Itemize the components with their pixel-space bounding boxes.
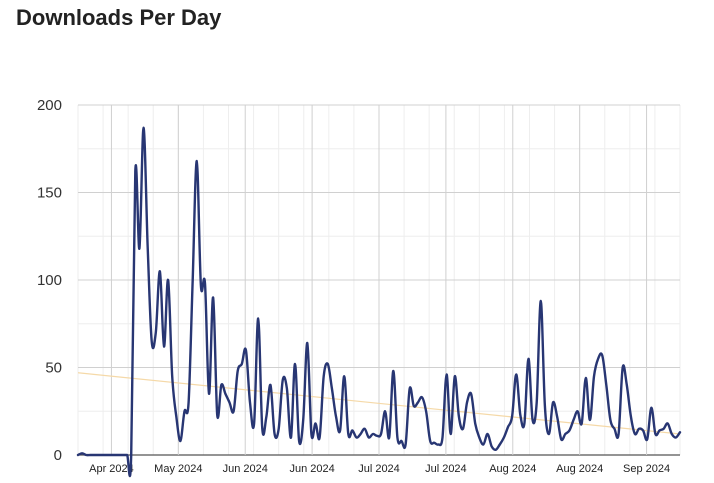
y-tick-label: 200 [37,97,62,114]
series-group [76,126,682,478]
x-tick-label: Jun 2024 [289,463,334,475]
x-tick-label: Aug 2024 [556,463,603,475]
downloads-series-line [76,126,682,478]
y-axis-ticks: 0 50 100 150 200 [37,97,62,464]
y-tick-label: 50 [45,360,62,377]
x-tick-label: Apr 2024 [89,463,134,475]
y-tick-label: 0 [54,447,62,464]
y-tick-label: 150 [37,185,62,202]
y-tick-label: 100 [37,272,62,289]
x-axis-ticks: Apr 2024 May 2024 Jun 2024 Jun 2024 Jul 2024… [89,463,670,475]
x-tick-label: Jun 2024 [223,463,268,475]
x-tick-label: Sep 2024 [623,463,670,475]
x-tick-label: May 2024 [154,463,202,475]
x-tick-label: Aug 2024 [489,463,536,475]
chart-title: Downloads Per Day [16,5,222,30]
x-tick-label: Jul 2024 [425,463,467,475]
x-tick-label: Jul 2024 [358,463,400,475]
